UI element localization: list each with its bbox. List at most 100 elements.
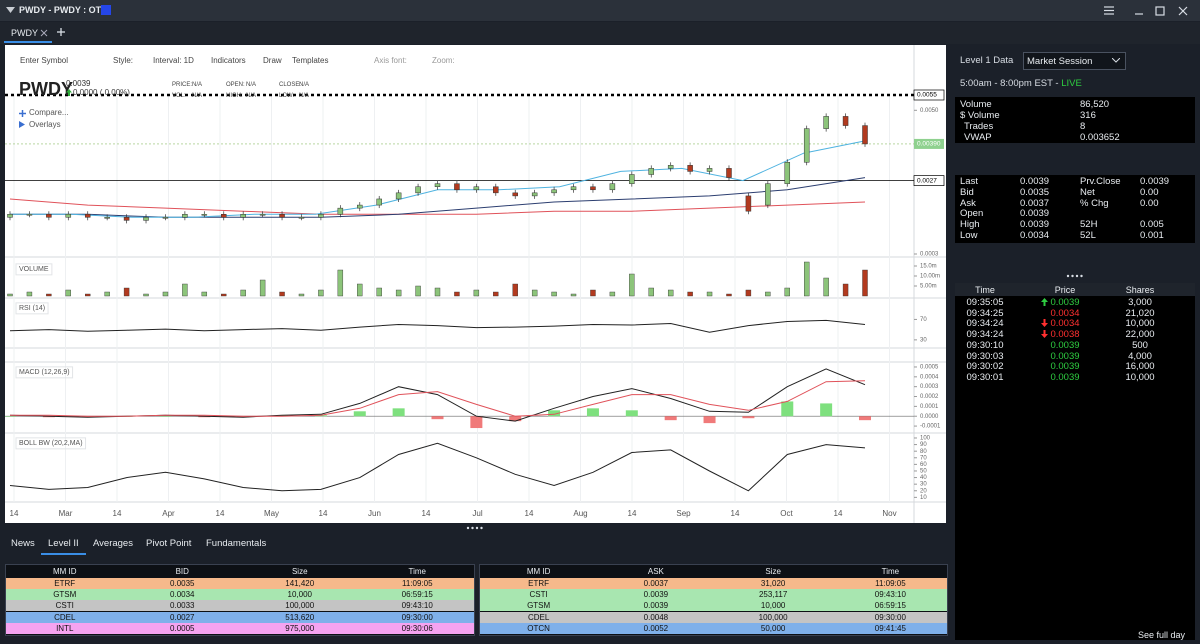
candle [570, 186, 577, 191]
session-label[interactable]: Market Session [1027, 56, 1093, 67]
candle [512, 192, 518, 197]
level2-tab[interactable]: Level II [41, 538, 86, 555]
quote-value: 0.0039 [1020, 219, 1050, 231]
table-cell: 31,020 [760, 579, 786, 588]
volume-bar [687, 291, 693, 297]
table-cell: 0.0037 [643, 579, 669, 588]
color-badge[interactable] [101, 5, 111, 15]
panel-title-box [15, 263, 53, 276]
y-tick-label: 40 [920, 475, 927, 481]
ts-header: Time [975, 285, 995, 295]
menu-icon[interactable] [6, 6, 16, 15]
volume-bar [395, 289, 402, 297]
candle [803, 128, 810, 163]
table-cell: 0.0052 [643, 623, 669, 633]
table-cell: 50,000 [760, 623, 786, 633]
candle [395, 192, 402, 200]
toolbar-item[interactable]: Interval: 1D [153, 56, 194, 65]
toolbar-item[interactable]: Templates [292, 56, 329, 65]
y-tick-label: 50 [920, 469, 927, 475]
x-tick-label: May [264, 509, 279, 518]
stat-label: VWAP [964, 132, 992, 143]
table-cell: CDEL [527, 612, 550, 622]
table-cell: 0.0039 [643, 590, 669, 600]
table-cell: ETRF [54, 579, 76, 588]
price-box-label: 0.0027 [917, 177, 937, 184]
see-full-day[interactable]: See full day [1138, 630, 1186, 640]
panel-title: BOLL BW (20,2,MA) [19, 440, 83, 447]
volume-bar [454, 291, 460, 297]
overlays[interactable]: Overlays [29, 120, 61, 129]
volume-bar [162, 291, 169, 297]
table-cell: INTL [56, 623, 74, 633]
table-cell: 10,000 [287, 590, 312, 600]
add-tab[interactable] [56, 27, 66, 37]
arrow-shape [1041, 330, 1048, 339]
stat-value: 8 [1080, 121, 1086, 132]
ts-time: 09:34:24 [966, 318, 1004, 330]
histogram-bar [820, 403, 833, 417]
ts-price: 0.0039 [1050, 297, 1080, 308]
level2-tab[interactable]: Pivot Point [146, 538, 192, 549]
x-tick-label: 14 [731, 509, 740, 518]
tab[interactable] [4, 24, 52, 43]
x-tick-label: Apr [162, 509, 175, 518]
toolbar-item[interactable]: Zoom: [432, 56, 455, 65]
candle [842, 116, 849, 126]
table-header: Time [408, 567, 426, 576]
volume-bar [842, 283, 849, 297]
arrow-shape [1041, 298, 1048, 306]
candle [201, 214, 208, 216]
x-tick-label: Jun [368, 509, 381, 518]
table-cell: 09:30:06 [401, 623, 433, 633]
histogram-bar [159, 416, 172, 417]
toolbar-item[interactable]: Axis font: [374, 56, 407, 65]
field-value: N/A [246, 82, 257, 88]
splitter-dots[interactable] [466, 526, 486, 530]
y-tick-label: 15.0m [920, 264, 937, 270]
candle [590, 186, 596, 191]
candle [65, 214, 72, 218]
ts-time: 09:34:24 [966, 329, 1004, 341]
quote-value: 0.00 [1140, 186, 1159, 198]
panel-title-box [15, 366, 74, 379]
table-cell: 09:30:00 [401, 612, 433, 622]
table-cell: 11:09:05 [875, 579, 906, 588]
quote-label: Ask [960, 197, 976, 209]
toolbar-item[interactable]: Style: [113, 56, 134, 65]
tab-label[interactable]: PWDY [11, 28, 38, 38]
level2-tab[interactable]: News [11, 538, 35, 549]
volume-bar [648, 287, 654, 297]
level2-tab[interactable]: Fundamentals [206, 538, 267, 549]
ts-time: 09:30:03 [966, 350, 1004, 362]
histogram-bar [509, 416, 522, 422]
table-cell: GTSM [527, 601, 551, 611]
x-tick-label: 14 [113, 509, 122, 518]
candle [862, 125, 868, 145]
table-cell: 09:43:10 [874, 590, 906, 600]
compare[interactable]: Compare... [29, 108, 69, 117]
splitter-dots[interactable] [1066, 274, 1086, 278]
candle [337, 207, 344, 215]
level2-tab[interactable]: Averages [93, 538, 133, 549]
candle [123, 217, 130, 221]
volume-bar [667, 289, 674, 297]
quote-value: 0.001 [1140, 230, 1164, 241]
session-select[interactable] [1023, 52, 1126, 70]
window-controls[interactable] [1103, 5, 1195, 17]
candle [357, 204, 363, 209]
compare-plus[interactable] [19, 109, 26, 117]
x-tick-label: 14 [834, 509, 843, 518]
toolbar-item[interactable]: Indicators [211, 56, 246, 65]
x-tick-label: 14 [319, 509, 328, 518]
table-cell: GTSM [53, 590, 77, 600]
candle [667, 165, 674, 169]
tab-close[interactable] [40, 29, 48, 37]
field-value: N/A [192, 82, 203, 88]
panel-title: MACD (12,26,9) [19, 369, 70, 376]
toolbar-item[interactable]: Enter Symbol [20, 56, 69, 65]
toolbar-item[interactable]: Draw [263, 56, 282, 65]
price-box-label: 0.0055 [917, 92, 937, 99]
line-series [9, 319, 866, 333]
